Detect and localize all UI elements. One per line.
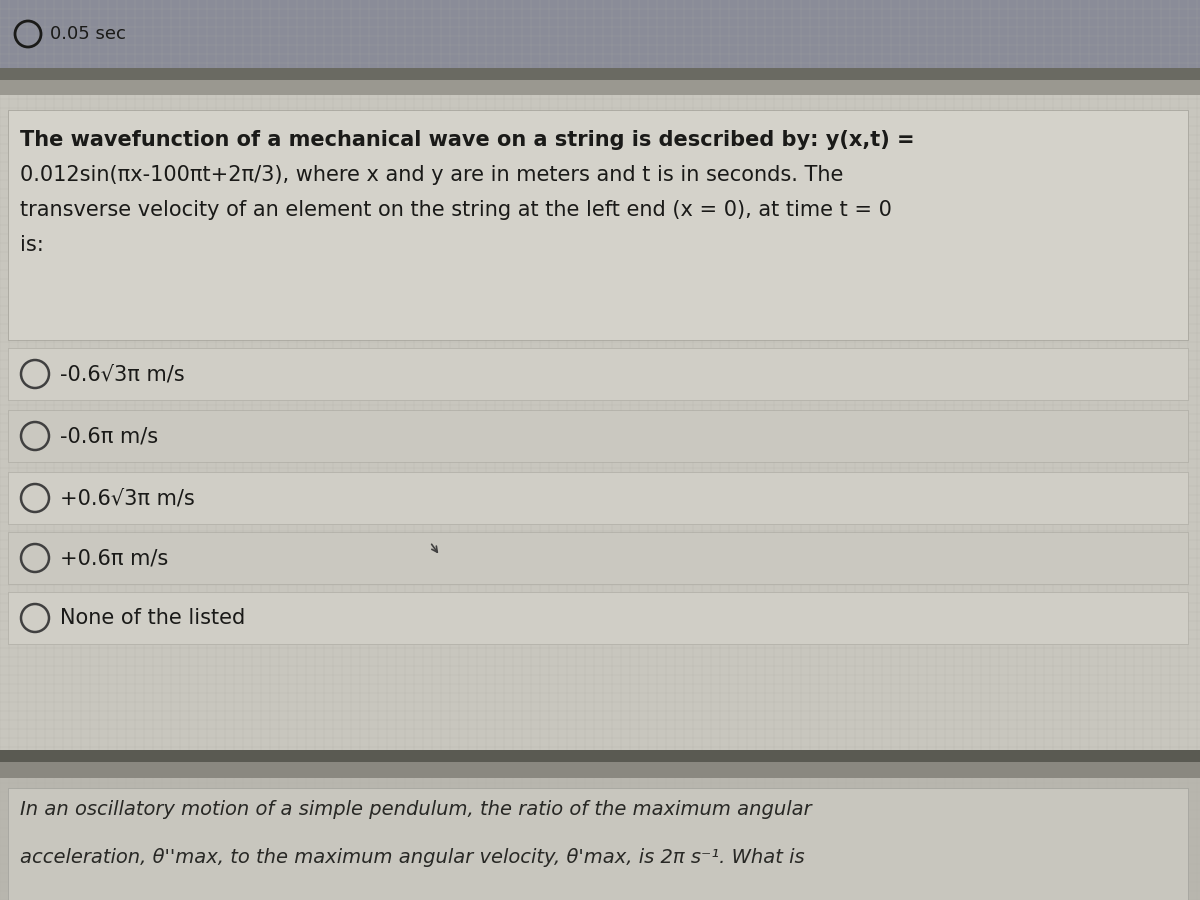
Text: 0.05 sec: 0.05 sec (50, 25, 126, 43)
FancyBboxPatch shape (0, 68, 1200, 80)
FancyBboxPatch shape (8, 472, 1188, 524)
FancyBboxPatch shape (0, 750, 1200, 762)
Text: The wavefunction of a mechanical wave on a string is described by: y(x,t) =: The wavefunction of a mechanical wave on… (20, 130, 914, 150)
Text: None of the listed: None of the listed (60, 608, 245, 628)
FancyBboxPatch shape (8, 592, 1188, 644)
FancyBboxPatch shape (0, 0, 1200, 68)
FancyBboxPatch shape (8, 788, 1188, 900)
FancyBboxPatch shape (8, 348, 1188, 400)
FancyBboxPatch shape (8, 110, 1188, 340)
Text: +0.6π m/s: +0.6π m/s (60, 548, 168, 568)
Text: is:: is: (20, 235, 43, 255)
Text: -0.6√3π m/s: -0.6√3π m/s (60, 364, 185, 384)
FancyBboxPatch shape (0, 750, 1200, 900)
FancyBboxPatch shape (0, 80, 1200, 95)
Text: acceleration, θ''max, to the maximum angular velocity, θ'max, is 2π s⁻¹. What is: acceleration, θ''max, to the maximum ang… (20, 848, 805, 867)
FancyBboxPatch shape (8, 410, 1188, 462)
Text: -0.6π m/s: -0.6π m/s (60, 426, 158, 446)
FancyBboxPatch shape (8, 532, 1188, 584)
Text: +0.6√3π m/s: +0.6√3π m/s (60, 488, 194, 508)
FancyBboxPatch shape (0, 762, 1200, 778)
Text: transverse velocity of an element on the string at the left end (x = 0), at time: transverse velocity of an element on the… (20, 200, 892, 220)
Text: In an oscillatory motion of a simple pendulum, the ratio of the maximum angular: In an oscillatory motion of a simple pen… (20, 800, 811, 819)
Text: 0.012sin(πx-100πt+2π/3), where x and y are in meters and t is in seconds. The: 0.012sin(πx-100πt+2π/3), where x and y a… (20, 165, 844, 185)
FancyBboxPatch shape (0, 68, 1200, 750)
